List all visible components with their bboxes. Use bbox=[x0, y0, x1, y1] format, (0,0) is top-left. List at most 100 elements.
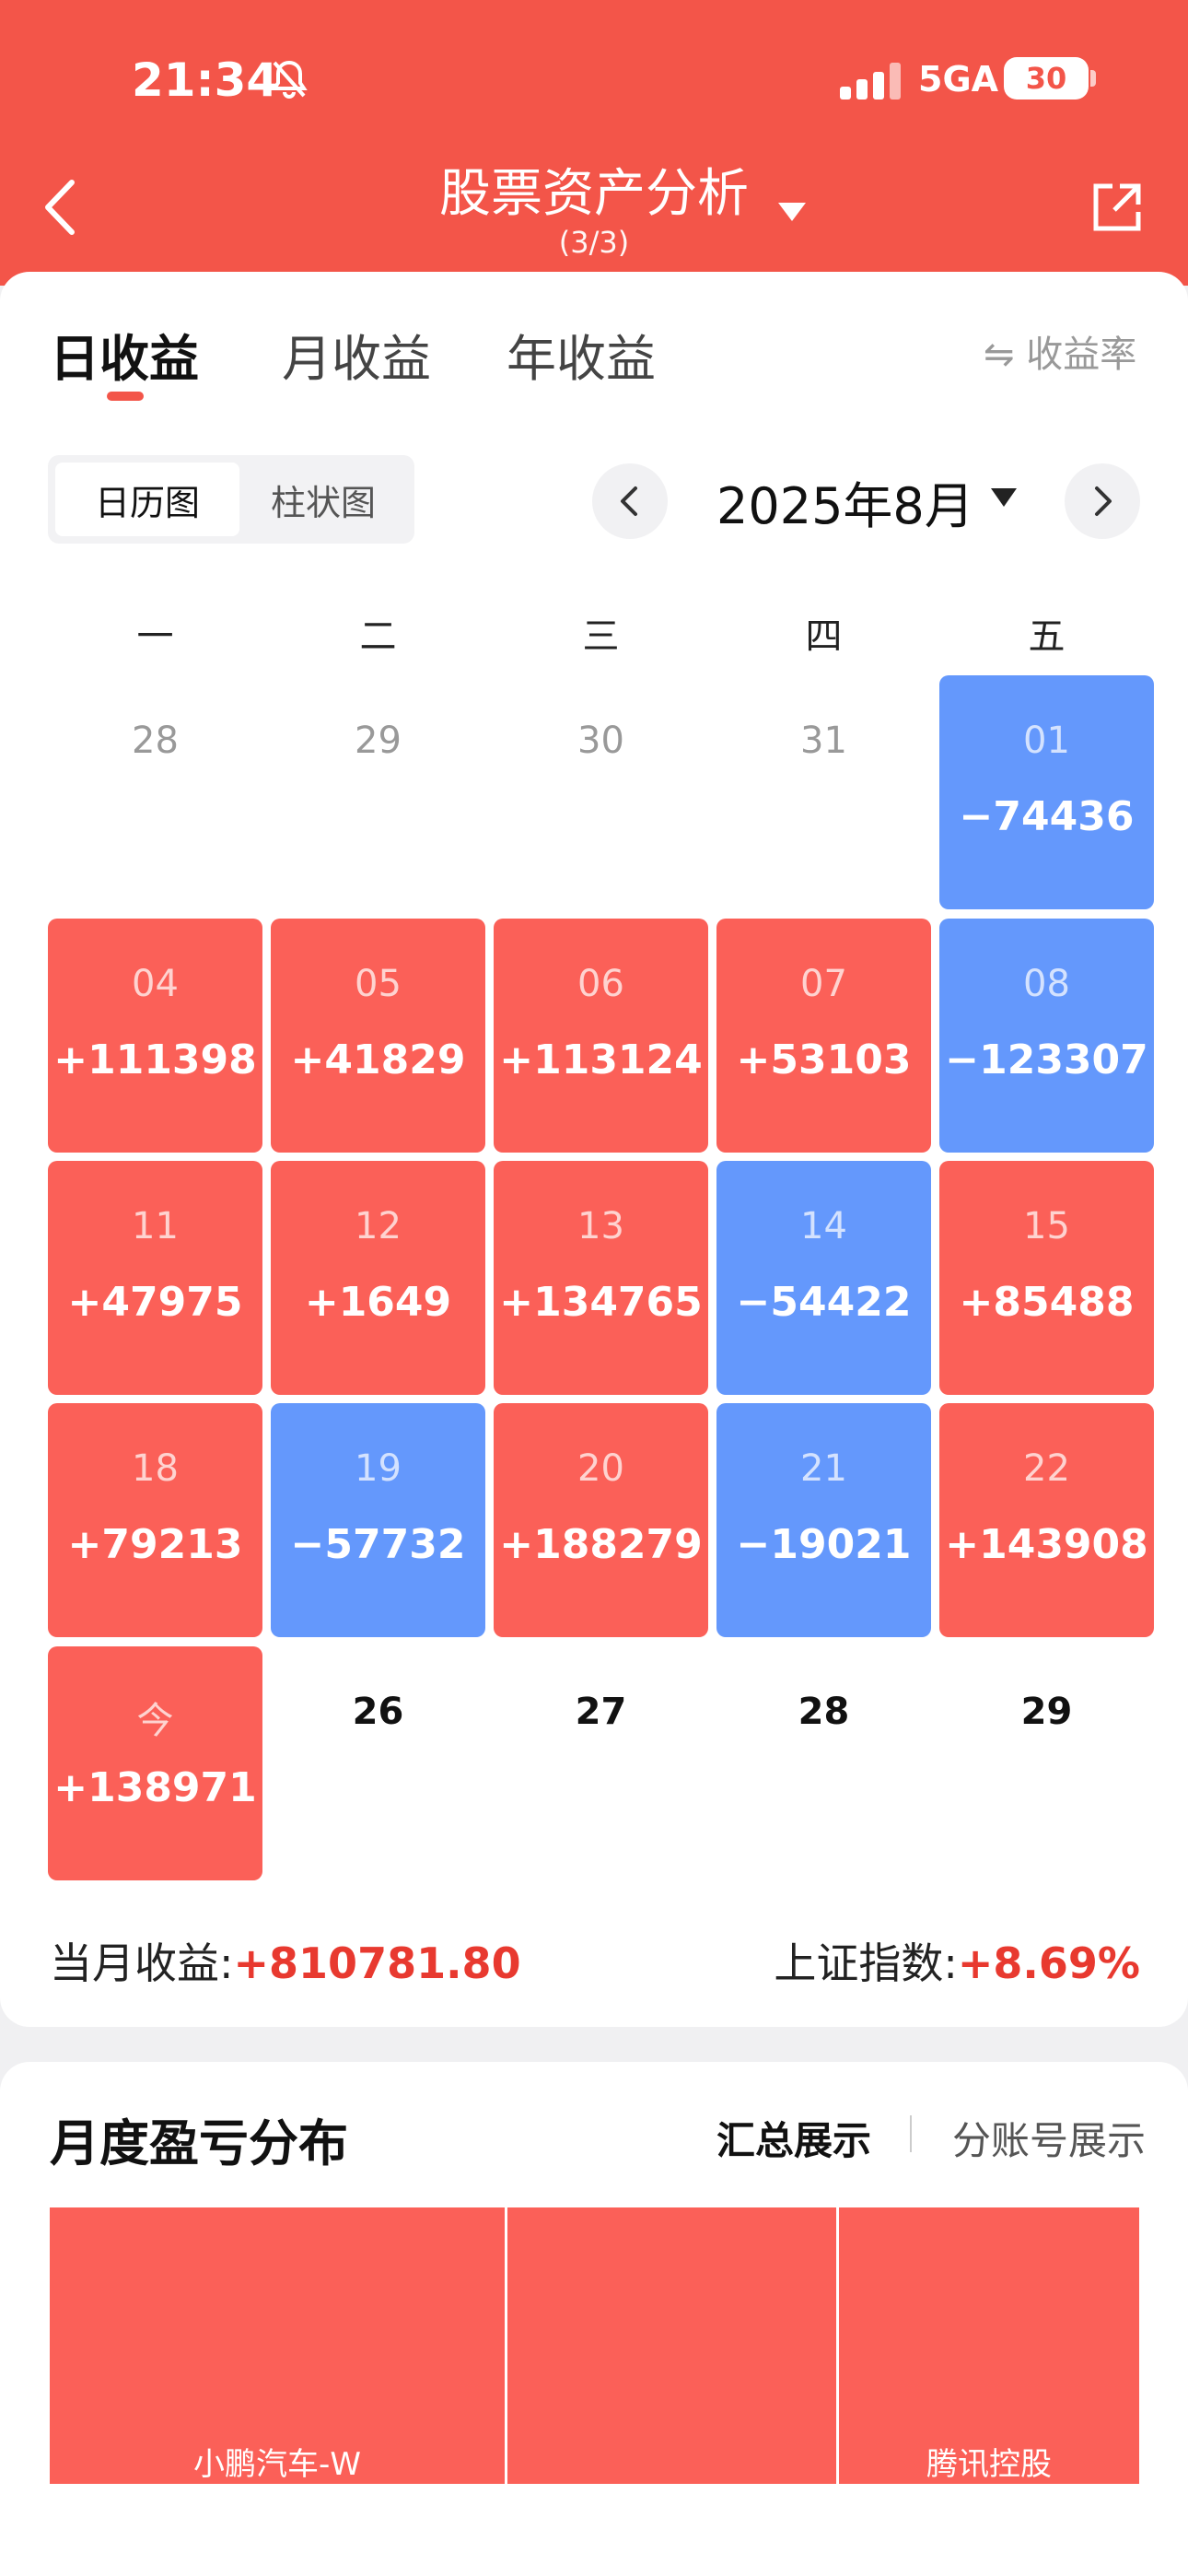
day-return-value: +143908 bbox=[945, 1521, 1148, 1568]
day-number: 06 bbox=[577, 963, 624, 1005]
calendar-day-cell: 28 bbox=[716, 1646, 931, 1880]
tab-account-view[interactable]: 分账号展示 bbox=[952, 2118, 1147, 2163]
calendar-day-cell[interactable]: 13 +134765 bbox=[494, 1161, 708, 1395]
calendar-day-cell: 30 bbox=[494, 675, 708, 909]
calendar-view-button[interactable]: 日历图 bbox=[55, 463, 239, 536]
day-return-value: −57732 bbox=[290, 1521, 466, 1568]
day-return-value: −19021 bbox=[736, 1521, 912, 1568]
calendar-day-cell[interactable]: 今 +138971 bbox=[48, 1646, 262, 1880]
calendar-day-cell[interactable]: 21 −19021 bbox=[716, 1403, 931, 1637]
day-return-value: −123307 bbox=[945, 1036, 1148, 1083]
caret-down-icon[interactable] bbox=[778, 203, 806, 227]
weekday-label: 二 bbox=[359, 615, 397, 658]
day-return-value: +111398 bbox=[53, 1036, 257, 1083]
section-title: 月度盈亏分布 bbox=[50, 2114, 348, 2172]
prev-month-button[interactable] bbox=[592, 463, 668, 539]
calendar-day-cell[interactable]: 11 +47975 bbox=[48, 1161, 262, 1395]
signal-icon bbox=[838, 61, 906, 105]
page-subtitle: (3/3) bbox=[558, 225, 630, 260]
back-icon[interactable] bbox=[37, 175, 85, 243]
month-caret-icon[interactable] bbox=[991, 488, 1017, 512]
day-return-value: −74436 bbox=[959, 793, 1135, 840]
calendar-day-cell[interactable]: 06 +113124 bbox=[494, 919, 708, 1153]
day-number: 21 bbox=[800, 1447, 847, 1490]
day-number: 04 bbox=[132, 963, 179, 1005]
day-return-value: +188279 bbox=[499, 1521, 703, 1568]
day-return-value: +85488 bbox=[959, 1279, 1135, 1326]
day-number: 01 bbox=[1023, 720, 1070, 762]
index-return-value: +8.69% bbox=[957, 1938, 1140, 1988]
treemap-block[interactable]: 小鹏汽车-W bbox=[50, 2207, 505, 2484]
treemap-label: 小鹏汽车-W bbox=[193, 2446, 361, 2483]
day-return-value: +53103 bbox=[736, 1036, 912, 1083]
tab-daily[interactable]: 日收益 bbox=[50, 330, 199, 388]
calendar-day-cell: 29 bbox=[939, 1646, 1154, 1880]
weekday-label: 三 bbox=[582, 615, 620, 658]
day-number: 31 bbox=[800, 720, 847, 762]
monthly-return: 当月收益:+810781.80 bbox=[50, 1930, 521, 1991]
day-return-value: +47975 bbox=[67, 1279, 243, 1326]
calendar-day-cell[interactable]: 18 +79213 bbox=[48, 1403, 262, 1637]
calendar-day-cell: 28 bbox=[48, 675, 262, 909]
day-return-value: +138971 bbox=[53, 1764, 257, 1811]
day-number: 14 bbox=[800, 1205, 847, 1247]
calendar-day-cell[interactable]: 19 −57732 bbox=[271, 1403, 485, 1637]
tab-summary-view[interactable]: 汇总展示 bbox=[716, 2118, 872, 2163]
weekday-label: 一 bbox=[136, 615, 174, 658]
day-number: 07 bbox=[800, 963, 847, 1005]
day-number: 今 bbox=[136, 1700, 174, 1742]
calendar-day-cell[interactable]: 05 +41829 bbox=[271, 919, 485, 1153]
day-number: 28 bbox=[798, 1691, 850, 1733]
next-month-button[interactable] bbox=[1065, 463, 1140, 539]
chevron-right-icon bbox=[1095, 486, 1112, 516]
calendar-day-cell[interactable]: 07 +53103 bbox=[716, 919, 931, 1153]
weekday-label: 四 bbox=[805, 615, 843, 658]
calendar-day-cell[interactable]: 15 +85488 bbox=[939, 1161, 1154, 1395]
day-number: 29 bbox=[355, 720, 402, 762]
day-number: 20 bbox=[577, 1447, 624, 1490]
day-return-value: −54422 bbox=[736, 1279, 912, 1326]
calendar-day-cell: 27 bbox=[494, 1646, 708, 1880]
day-number: 08 bbox=[1023, 963, 1070, 1005]
day-return-value: +79213 bbox=[67, 1521, 243, 1568]
day-number: 13 bbox=[577, 1205, 624, 1247]
calendar-day-cell[interactable]: 12 +1649 bbox=[271, 1161, 485, 1395]
treemap-block[interactable]: 腾讯控股 bbox=[839, 2207, 1139, 2484]
return-rate-toggle[interactable]: ⇋ 收益率 bbox=[984, 334, 1137, 376]
day-number: 19 bbox=[355, 1447, 402, 1490]
share-icon[interactable] bbox=[1089, 181, 1144, 240]
network-type: 5GA bbox=[918, 59, 999, 100]
treemap-label: 腾讯控股 bbox=[926, 2446, 1052, 2483]
tab-monthly[interactable]: 月收益 bbox=[282, 330, 431, 388]
tab-yearly[interactable]: 年收益 bbox=[507, 330, 656, 388]
monthly-return-value: +810781.80 bbox=[233, 1938, 521, 1988]
calendar-day-cell[interactable]: 01 −74436 bbox=[939, 675, 1154, 909]
bell-muted-icon bbox=[267, 57, 311, 105]
day-number: 11 bbox=[132, 1205, 179, 1247]
calendar-day-cell[interactable]: 14 −54422 bbox=[716, 1161, 931, 1395]
calendar-day-cell: 29 bbox=[271, 675, 485, 909]
page-title[interactable]: 股票资产分析 bbox=[439, 164, 749, 224]
divider bbox=[910, 2115, 912, 2152]
battery-indicator: 30 bbox=[1004, 57, 1089, 100]
month-label[interactable]: 2025年8月 bbox=[716, 477, 974, 535]
day-number: 18 bbox=[132, 1447, 179, 1490]
treemap-block[interactable] bbox=[507, 2207, 836, 2484]
day-number: 22 bbox=[1023, 1447, 1070, 1490]
calendar-day-cell[interactable]: 22 +143908 bbox=[939, 1403, 1154, 1637]
day-number: 12 bbox=[355, 1205, 402, 1247]
tab-active-indicator bbox=[107, 392, 144, 401]
day-number: 28 bbox=[132, 720, 179, 762]
chevron-left-icon bbox=[621, 486, 637, 516]
day-return-value: +134765 bbox=[499, 1279, 703, 1326]
bar-view-button[interactable]: 柱状图 bbox=[270, 482, 376, 523]
view-toggle: 日历图 柱状图 bbox=[48, 455, 414, 544]
day-return-value: +1649 bbox=[304, 1279, 452, 1326]
day-number: 27 bbox=[575, 1691, 627, 1733]
calendar-day-cell[interactable]: 20 +188279 bbox=[494, 1403, 708, 1637]
day-return-value: +113124 bbox=[499, 1036, 703, 1083]
weekday-label: 五 bbox=[1028, 615, 1066, 658]
calendar-day-cell[interactable]: 08 −123307 bbox=[939, 919, 1154, 1153]
status-time: 21:34 bbox=[132, 53, 279, 107]
calendar-day-cell[interactable]: 04 +111398 bbox=[48, 919, 262, 1153]
